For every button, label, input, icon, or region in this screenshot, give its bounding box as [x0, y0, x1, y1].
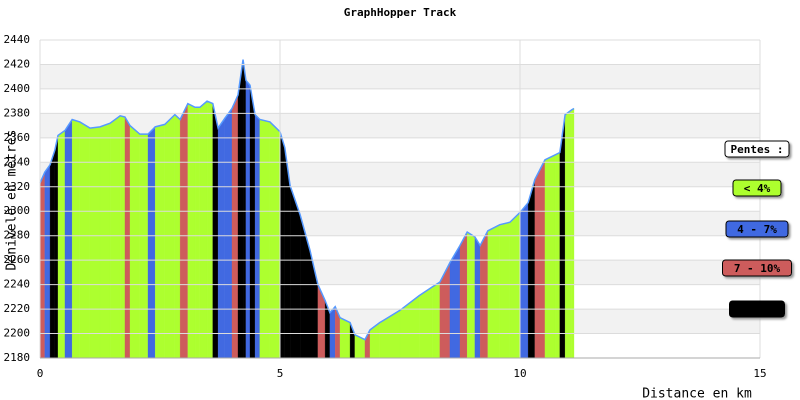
y-tick-label: 2260 — [4, 253, 31, 266]
chart-title: GraphHopper Track — [344, 6, 457, 19]
slope-segment — [89, 126, 101, 359]
slope-segment — [99, 122, 111, 359]
grid-band — [40, 64, 760, 89]
slope-segment — [534, 159, 546, 359]
legend: Pentes : < 4% 4 - 7% 7 - 10% > 10% — [722, 140, 792, 318]
slope-segment — [44, 164, 51, 359]
slope-segment — [554, 152, 560, 359]
slope-segment — [174, 114, 181, 359]
slope-segment — [129, 125, 140, 359]
slope-segment — [254, 114, 260, 359]
slope-segment — [187, 103, 196, 359]
slope-segment — [487, 224, 500, 359]
slope-segment — [249, 85, 256, 359]
slope-segment — [269, 121, 281, 359]
slope-segment — [519, 202, 529, 359]
slope-segment — [180, 103, 188, 359]
slope-segment — [564, 109, 572, 359]
legend-title: Pentes : — [731, 143, 784, 156]
slope-segment — [57, 130, 66, 359]
slope-segment — [109, 115, 121, 359]
x-tick-label: 5 — [277, 367, 284, 380]
slope-segment — [39, 172, 45, 359]
slope-segment — [509, 212, 521, 359]
slope-segment — [242, 59, 247, 359]
legend-entry: 4 - 7% — [737, 223, 777, 236]
slope-segment — [120, 115, 126, 359]
slope-segment — [54, 135, 59, 359]
slope-segment — [449, 244, 461, 359]
legend-entry-box — [729, 300, 785, 318]
slope-segment — [329, 306, 336, 359]
x-tick-label: 0 — [37, 367, 44, 380]
slope-segment — [72, 119, 80, 359]
slope-segment — [217, 117, 225, 359]
slope-segment — [224, 108, 233, 359]
y-tick-label: 2360 — [4, 131, 31, 144]
slope-segment — [124, 116, 131, 359]
y-tick-label: 2180 — [4, 351, 31, 364]
y-tick-label: 2320 — [4, 180, 31, 193]
y-tick-label: 2280 — [4, 229, 31, 242]
slope-segment — [432, 281, 440, 359]
y-tick-label: 2440 — [4, 33, 31, 46]
y-tick-label: 2400 — [4, 82, 31, 95]
slope-segment — [199, 100, 208, 359]
slope-segment — [499, 222, 511, 359]
slope-segment — [480, 230, 488, 359]
x-axis-label: Distance en km — [642, 387, 752, 400]
slope-segment — [79, 121, 91, 359]
x-tick-label: 15 — [753, 367, 766, 380]
y-tick-label: 2200 — [4, 327, 31, 340]
y-tick-label: 2300 — [4, 204, 31, 217]
y-axis-label: Dénivelé en mètres — [5, 130, 20, 271]
legend-entry: > 10% — [740, 303, 773, 316]
slope-segment — [206, 100, 213, 359]
y-tick-label: 2340 — [4, 155, 31, 168]
slope-segment — [339, 317, 351, 359]
slope-segment — [419, 286, 433, 359]
slope-segment — [164, 114, 176, 359]
slope-segment — [544, 154, 556, 359]
legend-entry: < 4% — [744, 182, 771, 195]
slope-segment — [279, 131, 285, 359]
slope-segment — [459, 231, 468, 359]
axes: 2180 2200 2220 2240 2260 2280 2300 2320 2340 2360… — [4, 33, 767, 380]
slope-segment — [147, 126, 156, 359]
slope-segment — [474, 236, 481, 359]
legend-title-box — [724, 140, 790, 158]
slope-segment — [155, 124, 165, 359]
y-tick-label: 2240 — [4, 278, 31, 291]
y-tick-label: 2220 — [4, 302, 31, 315]
legend-entry-box — [732, 179, 782, 197]
x-tick-label: 10 — [513, 367, 526, 380]
slope-segment — [49, 150, 56, 359]
slope-segment — [237, 59, 244, 359]
slope-segment — [64, 118, 73, 359]
legend-entry-box — [725, 220, 789, 238]
y-tick-label: 2420 — [4, 57, 31, 70]
slope-segment — [571, 108, 575, 359]
slope-segment — [212, 103, 219, 359]
legend-entry: 7 - 10% — [734, 262, 781, 275]
slope-segment — [467, 231, 476, 359]
slope-segment — [139, 134, 149, 359]
slope-segment — [259, 119, 271, 359]
slope-segment — [528, 179, 536, 359]
slope-segment — [194, 107, 200, 359]
segments — [39, 59, 575, 359]
slope-segment — [231, 94, 239, 359]
legend-entry-box — [722, 259, 792, 277]
y-tick-label: 2380 — [4, 106, 31, 119]
slope-segment — [245, 79, 251, 359]
